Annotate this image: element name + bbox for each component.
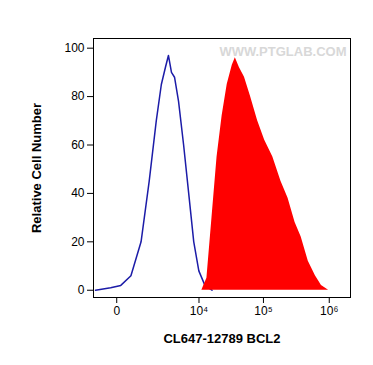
svg-text:100: 100 (64, 41, 84, 55)
svg-text:20: 20 (71, 235, 85, 249)
svg-text:10⁵: 10⁵ (254, 304, 272, 318)
svg-text:Relative Cell Number: Relative Cell Number (29, 103, 44, 233)
svg-text:0: 0 (113, 304, 120, 318)
svg-text:0: 0 (78, 283, 85, 297)
svg-text:40: 40 (71, 186, 85, 200)
svg-text:10⁶: 10⁶ (320, 304, 338, 318)
svg-text:WWW.PTGLAB.COM: WWW.PTGLAB.COM (219, 44, 346, 59)
svg-text:10⁴: 10⁴ (190, 304, 209, 318)
svg-text:60: 60 (71, 138, 85, 152)
svg-text:80: 80 (71, 89, 85, 103)
svg-text:CL647-12789 BCL2: CL647-12789 BCL2 (163, 331, 280, 346)
